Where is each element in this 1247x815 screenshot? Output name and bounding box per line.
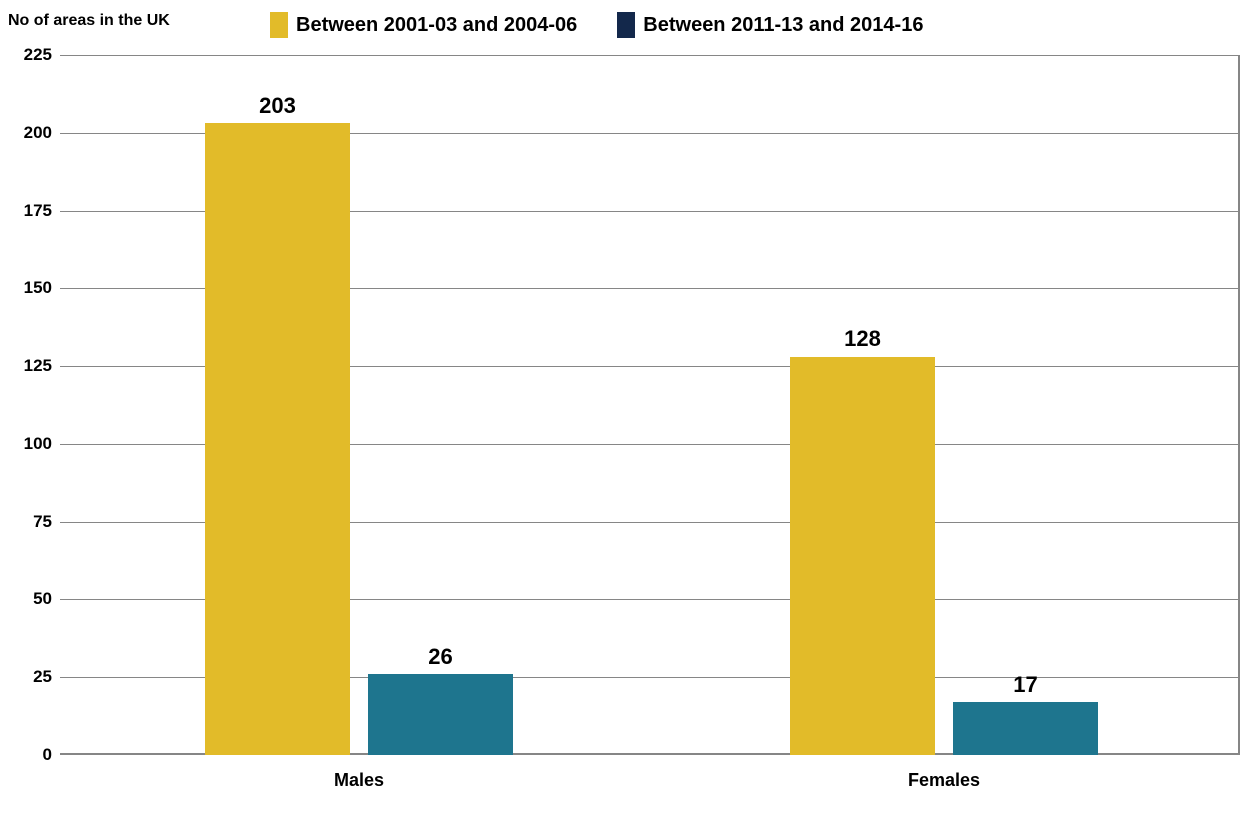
legend: Between 2001-03 and 2004-06 Between 2011… — [270, 12, 923, 38]
bar-males-series2 — [368, 674, 513, 755]
y-tick-0: 0 — [0, 745, 52, 765]
bar-label-males-1: 203 — [259, 93, 296, 119]
chart-container: No of areas in the UK Between 2001-03 an… — [0, 0, 1247, 815]
y-tick-200: 200 — [0, 123, 52, 143]
bar-label-females-1: 128 — [844, 326, 881, 352]
legend-label-2: Between 2011-13 and 2014-16 — [643, 14, 923, 37]
bar-males-series1 — [205, 123, 350, 755]
x-tick-females: Females — [908, 770, 980, 791]
bar-females-series2 — [953, 702, 1098, 755]
bar-females-series1 — [790, 357, 935, 755]
legend-item-1: Between 2001-03 and 2004-06 — [270, 12, 577, 38]
gridline — [60, 55, 1238, 56]
legend-item-2: Between 2011-13 and 2014-16 — [617, 12, 923, 38]
y-tick-50: 50 — [0, 589, 52, 609]
legend-swatch-2 — [617, 12, 635, 38]
y-axis-title: No of areas in the UK — [8, 12, 170, 30]
y-tick-175: 175 — [0, 201, 52, 221]
bar-label-males-2: 26 — [428, 644, 452, 670]
legend-swatch-1 — [270, 12, 288, 38]
y-tick-150: 150 — [0, 278, 52, 298]
y-tick-225: 225 — [0, 45, 52, 65]
y-tick-75: 75 — [0, 512, 52, 532]
bar-label-females-2: 17 — [1013, 672, 1037, 698]
x-tick-males: Males — [334, 770, 384, 791]
plot-area: 203 26 128 17 — [60, 55, 1240, 755]
y-tick-125: 125 — [0, 356, 52, 376]
y-tick-25: 25 — [0, 667, 52, 687]
y-tick-100: 100 — [0, 434, 52, 454]
legend-label-1: Between 2001-03 and 2004-06 — [296, 14, 577, 37]
